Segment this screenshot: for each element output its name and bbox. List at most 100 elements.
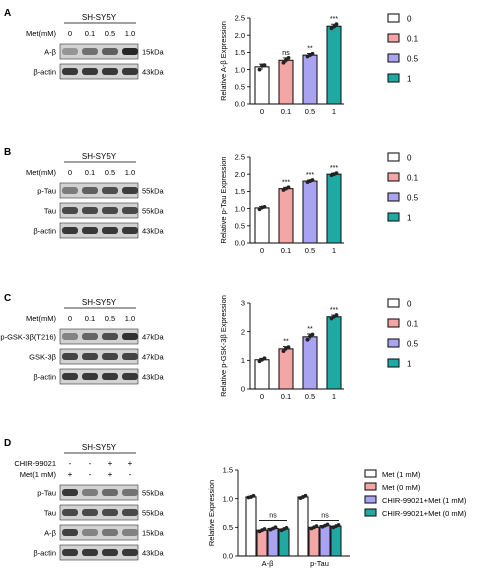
treatment-sign: +	[108, 459, 113, 468]
legend-label: 0.1	[407, 35, 419, 44]
bar	[278, 59, 294, 105]
blot-band	[62, 68, 78, 75]
blot-band	[62, 373, 78, 380]
y-tick-label: 1.5	[235, 48, 245, 57]
legend-swatch	[387, 172, 400, 182]
blot-band	[122, 549, 138, 556]
blot-kda-label: 55kDa	[142, 207, 165, 216]
blot-protein-label: Tau	[44, 509, 56, 518]
bar	[254, 66, 270, 105]
legend-swatch	[364, 482, 377, 491]
treatment-sign: +	[128, 459, 133, 468]
blot-kda-label: 47kDa	[142, 333, 165, 342]
blot-band	[82, 48, 98, 55]
legend-swatch	[387, 298, 400, 308]
blot-band	[62, 333, 78, 340]
legend-swatch	[387, 13, 400, 23]
significance-label: ns	[269, 512, 277, 519]
blot-band	[122, 353, 138, 360]
blot-band	[62, 529, 78, 536]
legend-swatch	[387, 318, 400, 328]
blot-protein-label: β-actin	[33, 373, 56, 382]
blot-band	[82, 509, 98, 516]
bar	[330, 525, 342, 557]
legend-swatch	[387, 152, 400, 162]
x-tick-label: 0	[260, 246, 264, 255]
x-tick-label: 0.1	[281, 107, 291, 116]
data-point	[262, 63, 267, 68]
treatment-sign: -	[69, 459, 72, 468]
panel-d-chart: 0.0 0.5 1.0 1.5 Relative Expression ns A-β ns p-…	[207, 466, 467, 568]
x-tick-label: 0	[260, 392, 264, 401]
treatment-sign: -	[89, 459, 92, 468]
blot-band	[82, 187, 98, 194]
blot-strip--actin: β-actin 43kDa	[33, 63, 165, 80]
blot-band	[82, 333, 98, 340]
blot-band	[122, 48, 138, 55]
blot-strip--actin: β-actin 43kDa	[33, 368, 165, 385]
data-point	[332, 24, 336, 29]
blot-strip-a-: A-β 15kDa	[44, 524, 165, 541]
treatment-sign: -	[129, 470, 132, 479]
blot-band	[102, 373, 118, 380]
lane-label: 1.0	[125, 29, 135, 38]
data-point	[310, 178, 315, 182]
data-point	[281, 60, 286, 65]
legend-label: 0	[407, 154, 412, 163]
bar	[254, 207, 270, 244]
data-point	[286, 345, 291, 350]
blot-band	[62, 549, 78, 556]
blot-band	[122, 509, 138, 516]
significance-label: ***	[330, 165, 338, 172]
y-tick-label: 1.5	[223, 466, 233, 475]
blot-band	[102, 227, 118, 234]
legend-swatch	[387, 192, 400, 202]
blot-strip--actin: β-actin 43kDa	[33, 222, 165, 239]
blot-strip-p-tau: p-Tau 55kDa	[37, 182, 165, 199]
blot-protein-label: GSK-3β	[29, 353, 57, 362]
legend-label: 0.5	[407, 340, 419, 349]
lane-label: 0	[68, 168, 72, 177]
bar	[256, 529, 268, 557]
significance-label: **	[307, 326, 313, 333]
cell-line-label: SH-SY5Y	[82, 152, 117, 161]
legend-label: Met (0 mM)	[382, 483, 421, 492]
blot-band	[62, 509, 78, 516]
bar	[326, 316, 342, 390]
bar	[308, 526, 320, 557]
blot-kda-label: 55kDa	[142, 489, 165, 498]
legend-swatch	[364, 469, 377, 478]
y-axis-label: Relative p-Tau Expression	[219, 156, 228, 243]
legend-label: 0.1	[407, 174, 419, 183]
x-tick-label: A-β	[262, 559, 275, 568]
y-tick-label: 1.0	[235, 65, 245, 74]
blot-band	[62, 187, 78, 194]
blot-band	[102, 509, 118, 516]
panel-letter: C	[4, 293, 11, 304]
blot-band	[102, 207, 118, 214]
data-point	[284, 526, 289, 530]
panel-b-blot: B SH-SY5Y Met(mM) 0 0.1 0.5 1.0 p-Tau 55kDa Tau 55…	[4, 147, 165, 239]
significance-label: ns	[282, 50, 290, 57]
blot-protein-label: β-actin	[33, 68, 56, 77]
legend-label: 0	[407, 15, 412, 24]
blot-band	[82, 549, 98, 556]
blot-band	[122, 187, 138, 194]
y-tick-label: 0.0	[235, 239, 245, 248]
blot-band	[82, 529, 98, 536]
x-tick-label: 1	[332, 246, 336, 255]
blot-band	[122, 489, 138, 496]
lane-label: 0.1	[85, 168, 95, 177]
legend-label: CHIR-99021+Met (1 mM)	[382, 496, 467, 505]
x-tick-label: 1	[332, 392, 336, 401]
panel-d-blot: D SH-SY5Y CHIR-99021 - - + + Met(1 mM) + - + - p-Tau…	[4, 438, 165, 561]
y-tick-label: 0.0	[235, 100, 245, 109]
blot-band	[102, 489, 118, 496]
lane-label: 0.1	[85, 29, 95, 38]
y-tick-label: 1.0	[223, 494, 233, 503]
treatment-sign: +	[68, 470, 73, 479]
blot-kda-label: 55kDa	[142, 187, 165, 196]
lane-label: 0.1	[85, 314, 95, 323]
bar	[326, 173, 342, 244]
